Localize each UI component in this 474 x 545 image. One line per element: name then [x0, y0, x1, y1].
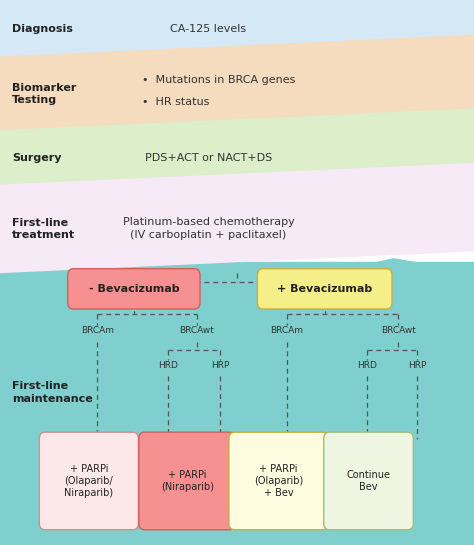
FancyBboxPatch shape: [68, 269, 200, 309]
Text: + PARPi
(Olaparib)
+ Bev: + PARPi (Olaparib) + Bev: [254, 464, 303, 498]
Text: •  HR status: • HR status: [142, 97, 210, 107]
Polygon shape: [0, 35, 474, 131]
FancyBboxPatch shape: [229, 432, 328, 530]
Text: HRD: HRD: [357, 361, 377, 370]
Text: BRCAwt: BRCAwt: [179, 326, 214, 336]
Polygon shape: [0, 164, 474, 272]
Text: •  Mutations in BRCA genes: • Mutations in BRCA genes: [142, 75, 296, 86]
Text: First-line
treatment: First-line treatment: [12, 217, 75, 240]
Text: - Bevacizumab: - Bevacizumab: [89, 284, 179, 294]
Text: BRCAm: BRCAm: [81, 326, 114, 336]
Polygon shape: [0, 0, 474, 57]
Text: BRCAm: BRCAm: [270, 326, 303, 336]
Text: BRCAwt: BRCAwt: [381, 326, 416, 336]
Text: HRP: HRP: [408, 361, 426, 370]
Polygon shape: [0, 109, 474, 185]
Text: Diagnosis: Diagnosis: [12, 23, 73, 34]
Text: + Bevacizumab: + Bevacizumab: [277, 284, 372, 294]
Polygon shape: [0, 259, 474, 545]
FancyBboxPatch shape: [139, 432, 236, 530]
Text: + PARPi
(Niraparib): + PARPi (Niraparib): [161, 470, 214, 492]
Text: HRP: HRP: [211, 361, 229, 370]
Text: + PARPi
(Olaparib/
Niraparib): + PARPi (Olaparib/ Niraparib): [64, 464, 113, 498]
Text: First-line
maintenance: First-line maintenance: [12, 381, 92, 404]
Text: Surgery: Surgery: [12, 153, 61, 163]
Text: CA-125 levels: CA-125 levels: [171, 23, 246, 34]
Text: Continue
Bev: Continue Bev: [346, 470, 391, 492]
Text: HRD: HRD: [158, 361, 178, 370]
Polygon shape: [0, 262, 474, 545]
FancyBboxPatch shape: [324, 432, 413, 530]
FancyBboxPatch shape: [39, 432, 138, 530]
FancyBboxPatch shape: [257, 269, 392, 309]
Text: PDS+ACT or NACT+DS: PDS+ACT or NACT+DS: [145, 153, 272, 163]
Text: Platinum-based chemotherapy
(IV carboplatin + paclitaxel): Platinum-based chemotherapy (IV carbopla…: [123, 217, 294, 240]
Text: Biomarker
Testing: Biomarker Testing: [12, 83, 76, 105]
